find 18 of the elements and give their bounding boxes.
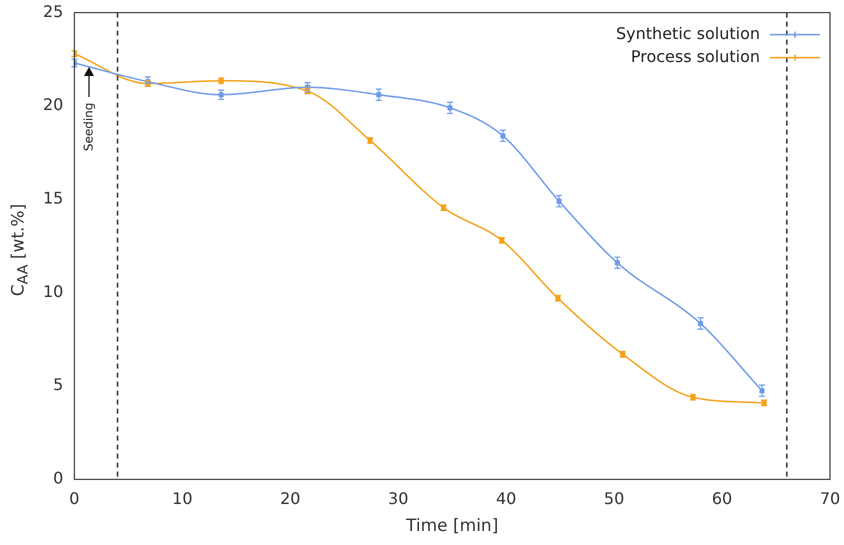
y-tick-label: 5 xyxy=(53,375,64,394)
x-tick-label: 70 xyxy=(820,489,840,508)
y-tick-label: 10 xyxy=(43,282,64,301)
x-tick-label: 30 xyxy=(388,489,408,508)
y-tick-label: 15 xyxy=(43,188,64,208)
x-tick-label: 0 xyxy=(69,489,80,508)
y-tick-label: 20 xyxy=(43,95,64,114)
x-axis-title: Time [min] xyxy=(405,516,498,536)
y-tick-label: 25 xyxy=(43,2,64,21)
x-tick-label: 20 xyxy=(280,489,300,508)
x-tick-label: 10 xyxy=(172,489,192,508)
y-tick-label: 0 xyxy=(53,468,64,488)
x-tick-label: 50 xyxy=(604,489,624,508)
legend-label: Synthetic solution xyxy=(616,24,760,43)
legend-label: Process solution xyxy=(630,46,760,66)
annotation: Seeding xyxy=(81,102,96,152)
x-tick-label: 40 xyxy=(496,489,516,508)
x-tick-label: 60 xyxy=(712,489,732,508)
